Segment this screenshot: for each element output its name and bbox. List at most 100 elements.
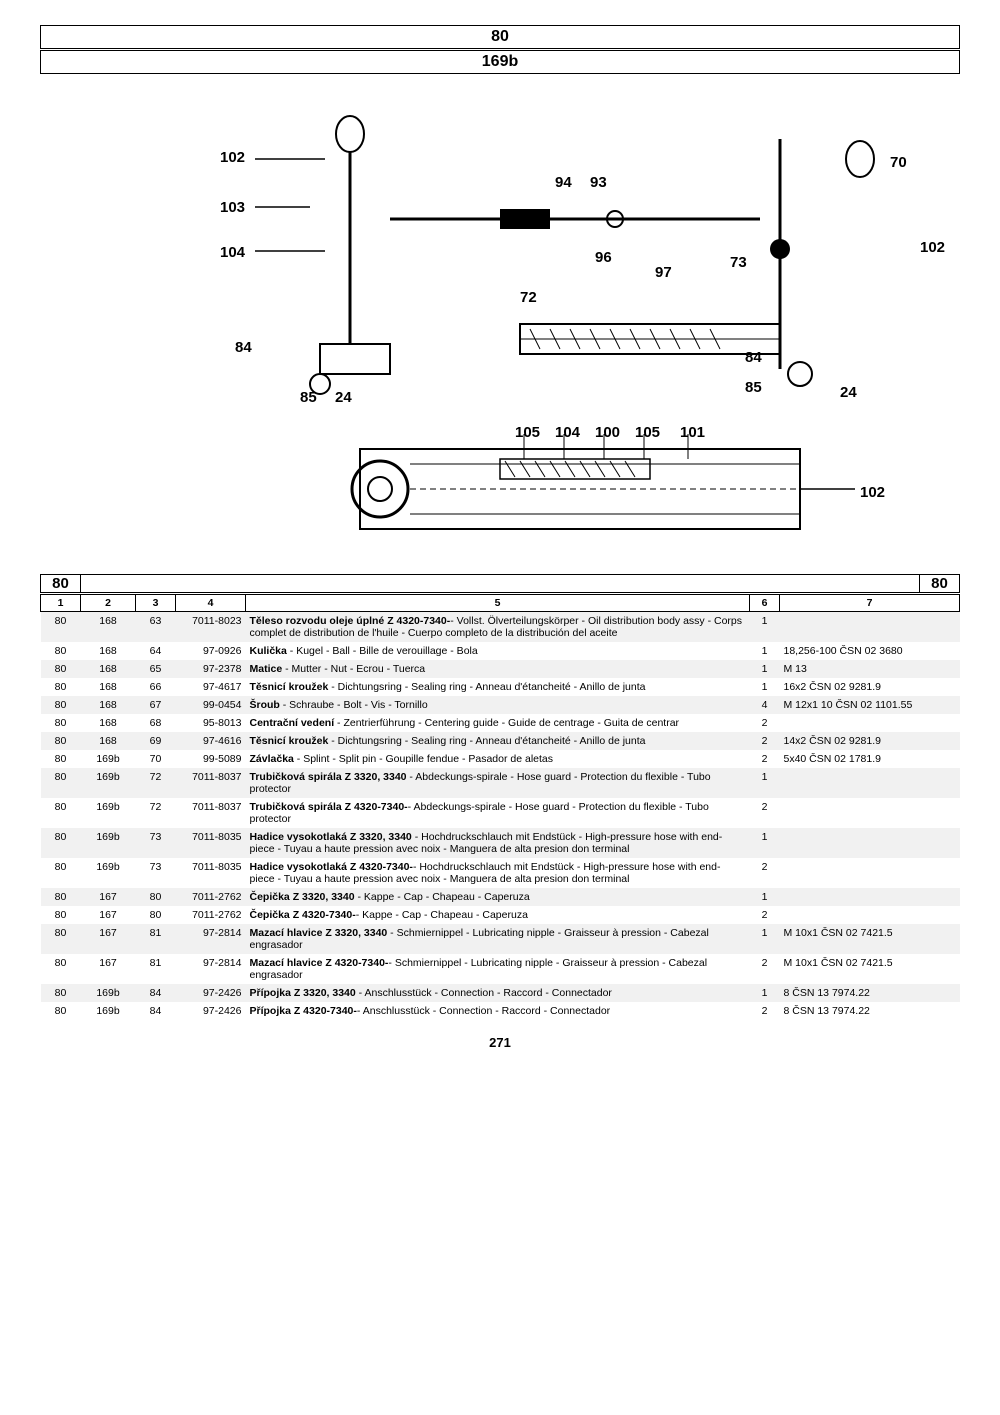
table-row: 801678197-2814Mazací hlavice Z 3320, 334…	[41, 924, 960, 954]
cell: Kulička - Kugel - Ball - Bille de veroui…	[246, 642, 750, 660]
diagram-callout: 101	[680, 424, 705, 441]
cell: M 10x1 ČSN 02 7421.5	[780, 954, 960, 984]
cell: 7011-2762	[176, 906, 246, 924]
cell: 80	[41, 858, 81, 888]
cell	[780, 888, 960, 906]
cell: 97-2426	[176, 1002, 246, 1020]
cell: 168	[81, 678, 136, 696]
cell: 80	[41, 696, 81, 714]
cell	[780, 768, 960, 798]
cell: 2	[750, 798, 780, 828]
cell: Mazací hlavice Z 4320-7340-- Schmiernipp…	[246, 954, 750, 984]
table-row: 801686597-2378Matice - Mutter - Nut - Ec…	[41, 660, 960, 678]
table-row: 801686895-8013Centrační vedení - Zentrie…	[41, 714, 960, 732]
cell: Hadice vysokotlaká Z 3320, 3340 - Hochdr…	[246, 828, 750, 858]
cell: 7011-8037	[176, 798, 246, 828]
table-row: 801686697-4617Těsnicí kroužek - Dichtung…	[41, 678, 960, 696]
cell: 1	[750, 828, 780, 858]
table-row: 801686997-4616Těsnicí kroužek - Dichtung…	[41, 732, 960, 750]
table-row: 80167807011-2762Čepička Z 4320-7340-- Ka…	[41, 906, 960, 924]
cell: Mazací hlavice Z 3320, 3340 - Schmiernip…	[246, 924, 750, 954]
table-row: 80167807011-2762Čepička Z 3320, 3340 - K…	[41, 888, 960, 906]
cell: 16x2 ČSN 02 9281.9	[780, 678, 960, 696]
cell: 97-2814	[176, 954, 246, 984]
cell: 80	[41, 642, 81, 660]
cell: 5x40 ČSN 02 1781.9	[780, 750, 960, 768]
col-7: 7	[780, 595, 960, 612]
cell: 168	[81, 642, 136, 660]
cell: 8 ČSN 13 7974.22	[780, 1002, 960, 1020]
cell: 7011-2762	[176, 888, 246, 906]
diagram-callout: 102	[220, 149, 245, 166]
cell: Těsnicí kroužek - Dichtungsring - Sealin…	[246, 732, 750, 750]
diagram-callout: 72	[520, 289, 537, 306]
cell: 80	[41, 612, 81, 643]
section-header: 80 80	[40, 574, 960, 593]
diagram-callout: 102	[920, 239, 945, 256]
cell	[780, 612, 960, 643]
cell: 169b	[81, 984, 136, 1002]
cell	[780, 828, 960, 858]
col-1: 1	[41, 595, 81, 612]
cell: 14x2 ČSN 02 9281.9	[780, 732, 960, 750]
cell: 168	[81, 714, 136, 732]
cell: 99-0454	[176, 696, 246, 714]
cell: 99-5089	[176, 750, 246, 768]
cell: 97-2814	[176, 924, 246, 954]
col-2: 2	[81, 595, 136, 612]
cell: 1	[750, 660, 780, 678]
cell: 1	[750, 984, 780, 1002]
cell: 80	[41, 906, 81, 924]
diagram-callout: 84	[235, 339, 252, 356]
cell: 2	[750, 714, 780, 732]
cell	[780, 714, 960, 732]
cell: 80	[41, 660, 81, 678]
cell: 1	[750, 678, 780, 696]
cell: 68	[136, 714, 176, 732]
cell: 169b	[81, 858, 136, 888]
cell: 18,256-100 ČSN 02 3680	[780, 642, 960, 660]
cell: 97-2378	[176, 660, 246, 678]
cell: 1	[750, 768, 780, 798]
cell: 169b	[81, 1002, 136, 1020]
diagram-callout: 96	[595, 249, 612, 266]
table-row: 80169b727011-8037Trubičková spirála Z 43…	[41, 798, 960, 828]
cell: Trubičková spirála Z 4320-7340-- Abdecku…	[246, 798, 750, 828]
table-row: 801678197-2814Mazací hlavice Z 4320-7340…	[41, 954, 960, 984]
cell: 2	[750, 906, 780, 924]
cell: 80	[136, 888, 176, 906]
cell: 84	[136, 1002, 176, 1020]
table-row: 80169b727011-8037Trubičková spirála Z 33…	[41, 768, 960, 798]
table-row: 80169b7099-5089Závlačka - Splint - Split…	[41, 750, 960, 768]
cell: 167	[81, 906, 136, 924]
diagram-callout: 100	[595, 424, 620, 441]
cell	[780, 906, 960, 924]
cell: 69	[136, 732, 176, 750]
cell: 80	[41, 732, 81, 750]
header-line-1: 80	[40, 25, 960, 49]
cell: 2	[750, 1002, 780, 1020]
cell: 80	[41, 924, 81, 954]
diagram-callout: 104	[220, 244, 245, 261]
table-header-row: 1 2 3 4 5 6 7	[41, 595, 960, 612]
cell: M 12x1 10 ČSN 02 1101.55	[780, 696, 960, 714]
table-row: 80169b8497-2426Přípojka Z 3320, 3340 - A…	[41, 984, 960, 1002]
cell: 168	[81, 732, 136, 750]
cell: 72	[136, 798, 176, 828]
cell: 169b	[81, 768, 136, 798]
table-row: 80169b737011-8035Hadice vysokotlaká Z 43…	[41, 858, 960, 888]
cell: 80	[41, 714, 81, 732]
col-3: 3	[136, 595, 176, 612]
cell: Matice - Mutter - Nut - Ecrou - Tuerca	[246, 660, 750, 678]
col-6: 6	[750, 595, 780, 612]
cell: 80	[136, 906, 176, 924]
page-number: 271	[40, 1035, 960, 1050]
parts-table: 1 2 3 4 5 6 7 80168637011-8023Těleso roz…	[40, 594, 960, 1020]
cell: 80	[41, 798, 81, 828]
table-row: 80169b8497-2426Přípojka Z 4320-7340-- An…	[41, 1002, 960, 1020]
diagram-callout: 105	[635, 424, 660, 441]
cell: 2	[750, 954, 780, 984]
cell: 80	[41, 768, 81, 798]
cell: 169b	[81, 828, 136, 858]
cell: M 10x1 ČSN 02 7421.5	[780, 924, 960, 954]
